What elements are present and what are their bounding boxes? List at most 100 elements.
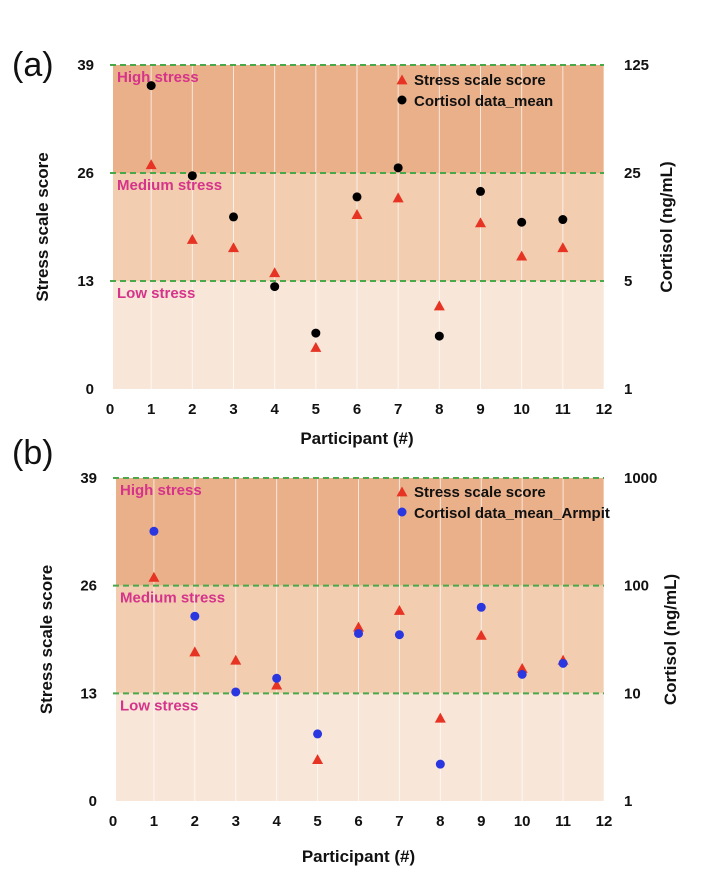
data-point-cortisol xyxy=(558,658,568,668)
data-point-stress-score xyxy=(228,242,239,253)
y-right-tick-label: 25 xyxy=(624,165,641,182)
legend-label: Cortisol data_mean xyxy=(414,93,553,110)
x-axis-title: Participant (#) xyxy=(300,429,413,448)
data-point-cortisol xyxy=(187,171,197,181)
data-point-stress-score xyxy=(186,233,198,244)
x-tick-label: 8 xyxy=(436,813,444,830)
data-point-cortisol xyxy=(313,729,323,739)
data-point-cortisol xyxy=(229,212,238,222)
legend-marker-triangle xyxy=(396,486,408,497)
data-point-stress-score xyxy=(189,646,201,657)
x-tick-label: 10 xyxy=(513,401,530,418)
x-tick-label: 3 xyxy=(232,813,240,830)
x-tick-label: 10 xyxy=(514,813,531,830)
x-tick-label: 11 xyxy=(555,401,571,418)
x-tick-label: 9 xyxy=(476,401,484,418)
data-point-stress-score xyxy=(557,242,569,253)
x-tick-label: 5 xyxy=(312,401,320,418)
y-left-tick-label: 39 xyxy=(77,57,94,74)
y-right-tick-label: 5 xyxy=(624,273,632,290)
y-right-axis-title: Cortisol (ng/mL) xyxy=(661,574,680,705)
y-right-axis-title: Cortisol (ng/mL) xyxy=(657,161,676,292)
x-tick-label: 1 xyxy=(147,401,155,418)
y-left-axis-title: Stress scale score xyxy=(33,152,52,301)
x-tick-label: 3 xyxy=(229,401,237,418)
x-tick-label: 9 xyxy=(477,813,485,830)
x-axis-title: Participant (#) xyxy=(302,847,415,866)
x-tick-label: 7 xyxy=(395,813,403,830)
data-point-cortisol xyxy=(146,81,156,91)
x-tick-label: 0 xyxy=(109,813,117,830)
data-point-cortisol xyxy=(190,611,200,621)
x-tick-label: 7 xyxy=(394,401,402,418)
data-point-stress-score xyxy=(312,754,324,764)
data-point-cortisol xyxy=(352,192,362,202)
y-left-tick-label: 13 xyxy=(80,685,97,702)
y-right-tick-label: 1000 xyxy=(624,470,657,487)
data-point-cortisol xyxy=(354,628,363,638)
legend-marker-triangle xyxy=(396,74,408,85)
x-tick-label: 12 xyxy=(596,813,613,830)
x-tick-label: 2 xyxy=(191,813,199,830)
zone-label-low-stress: Low stress xyxy=(120,697,198,714)
data-point-stress-score xyxy=(433,300,445,311)
legend-marker-circle xyxy=(397,95,407,105)
x-tick-label: 6 xyxy=(353,401,361,418)
y-right-tick-label: 125 xyxy=(624,57,649,74)
zone-label-high-stress: High stress xyxy=(120,482,202,499)
y-left-tick-label: 39 xyxy=(80,470,97,487)
x-tick-label: 6 xyxy=(354,813,362,830)
data-point-stress-score xyxy=(310,341,322,352)
data-point-stress-score xyxy=(516,662,528,673)
x-tick-label: 8 xyxy=(435,401,443,418)
zone-label-low-stress: Low stress xyxy=(117,285,195,302)
data-point-cortisol xyxy=(558,215,568,225)
y-right-tick-label: 10 xyxy=(624,685,641,702)
y-left-tick-label: 26 xyxy=(80,578,97,595)
data-point-cortisol xyxy=(434,331,444,341)
legend-marker-circle xyxy=(397,507,407,517)
data-point-cortisol xyxy=(231,687,241,697)
data-point-cortisol xyxy=(272,673,282,683)
x-tick-label: 4 xyxy=(272,813,281,830)
y-left-tick-label: 13 xyxy=(77,273,94,290)
y-right-tick-label: 1 xyxy=(624,381,632,398)
zone-label-high-stress: High stress xyxy=(117,69,199,86)
data-point-cortisol xyxy=(517,217,527,227)
y-left-axis-title: Stress scale score xyxy=(37,565,56,714)
legend-label: Stress scale score xyxy=(414,484,546,501)
y-left-tick-label: 0 xyxy=(86,381,94,398)
x-tick-label: 2 xyxy=(188,401,196,418)
data-point-cortisol xyxy=(149,526,159,536)
x-tick-label: 12 xyxy=(596,401,613,418)
panel-label: (a) xyxy=(12,46,54,84)
legend-label: Stress scale score xyxy=(414,72,546,89)
data-point-cortisol xyxy=(270,282,280,292)
data-point-stress-score xyxy=(516,250,528,261)
data-point-stress-score xyxy=(230,654,242,665)
data-point-stress-score xyxy=(393,605,405,615)
data-point-cortisol xyxy=(311,328,321,338)
data-point-cortisol xyxy=(435,759,445,769)
data-point-stress-score xyxy=(351,209,363,219)
panel-label: (b) xyxy=(12,434,54,472)
y-right-tick-label: 100 xyxy=(624,578,649,595)
data-point-stress-score xyxy=(269,267,281,278)
x-tick-label: 0 xyxy=(106,401,114,418)
x-tick-label: 1 xyxy=(150,813,158,830)
data-point-stress-score xyxy=(353,621,364,632)
data-point-stress-score xyxy=(148,571,160,582)
y-left-tick-label: 0 xyxy=(89,793,97,810)
x-tick-label: 4 xyxy=(270,401,279,418)
legend-label: Cortisol data_mean_Armpit xyxy=(414,505,610,522)
data-point-cortisol xyxy=(517,669,527,679)
x-tick-label: 5 xyxy=(313,813,321,830)
data-point-stress-score xyxy=(271,679,283,690)
data-point-cortisol xyxy=(476,602,486,612)
data-point-cortisol xyxy=(393,163,403,173)
y-left-tick-label: 26 xyxy=(77,165,94,182)
data-point-stress-score xyxy=(475,217,486,228)
